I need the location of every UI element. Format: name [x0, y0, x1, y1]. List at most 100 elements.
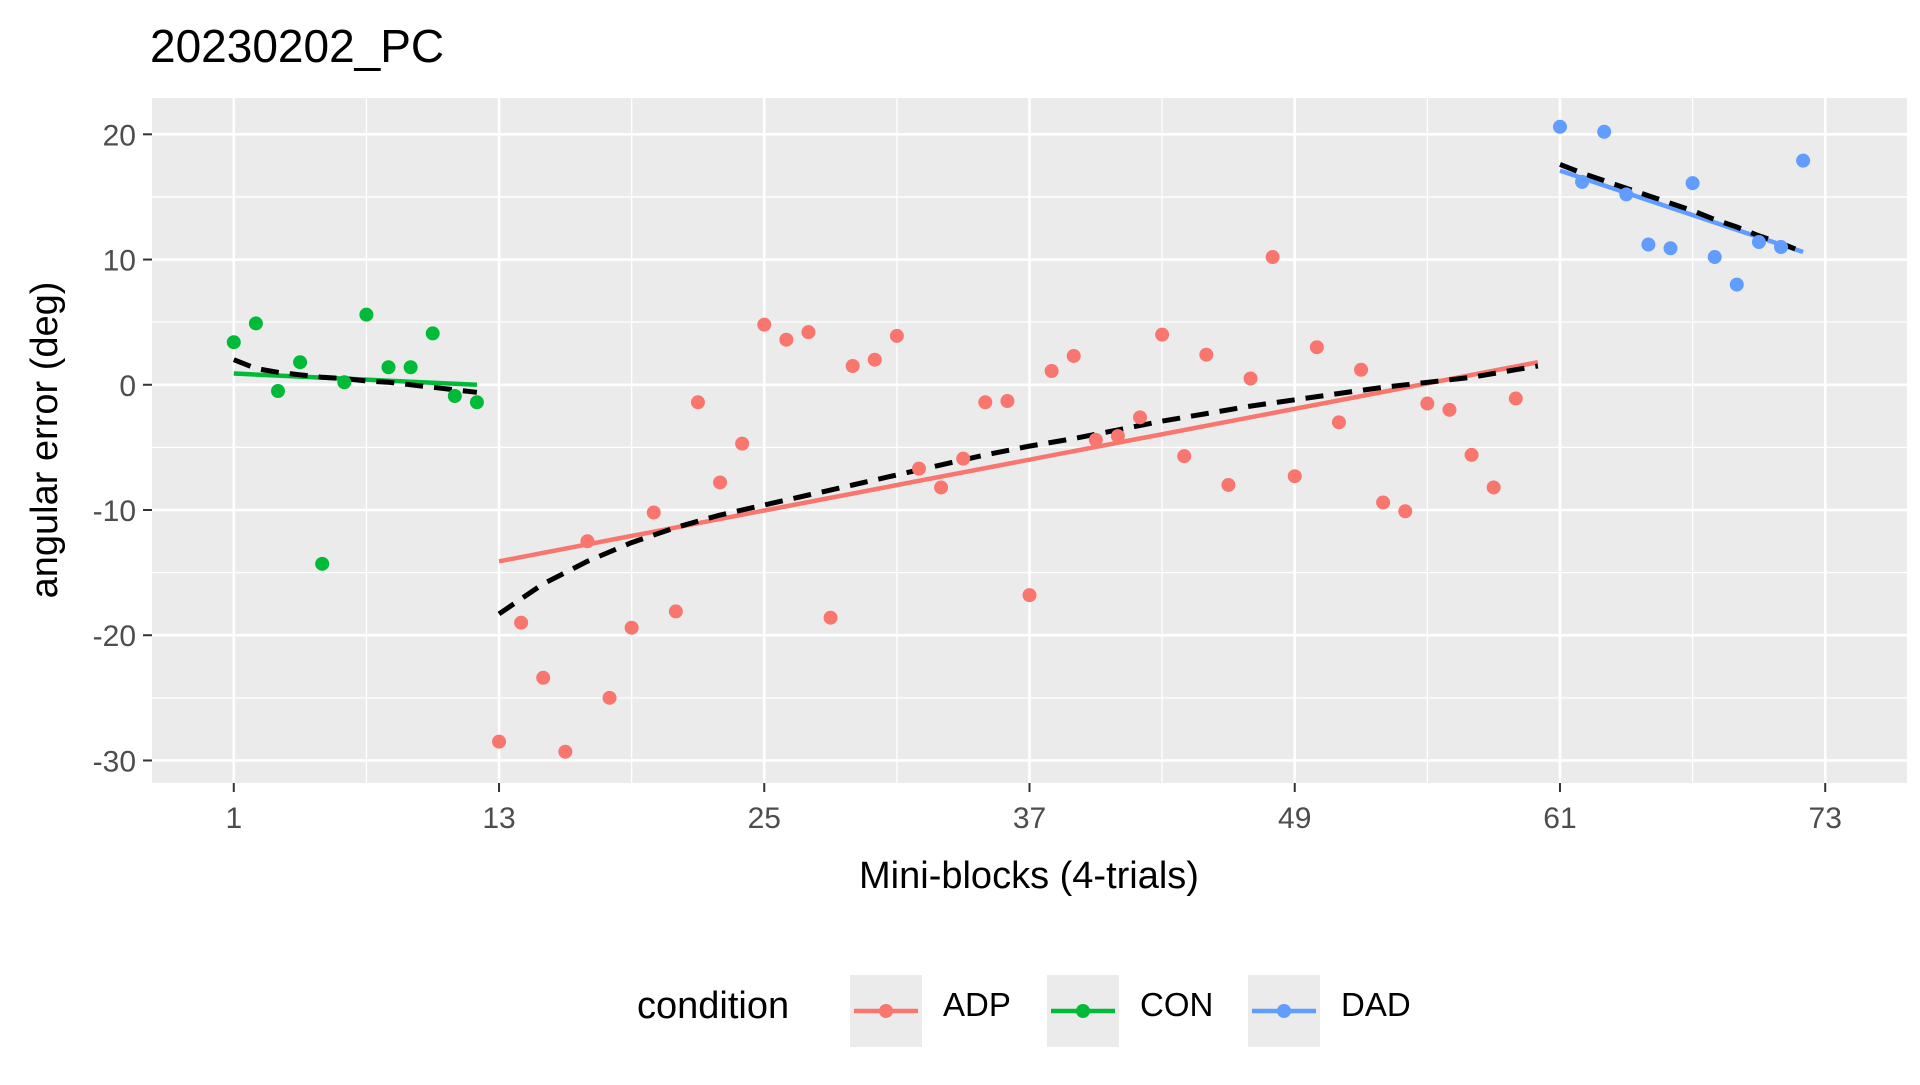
data-point-adp	[1110, 429, 1125, 444]
data-point-adp	[1133, 410, 1148, 425]
data-point-adp	[1088, 432, 1103, 447]
legend-point-adp	[879, 1004, 893, 1018]
data-point-con	[248, 316, 263, 331]
legend-point-con	[1076, 1004, 1090, 1018]
data-point-adp	[867, 352, 882, 367]
legend-label-adp: ADP	[943, 986, 1011, 1023]
x-tick-label: 1	[225, 802, 242, 835]
data-point-adp	[1000, 394, 1015, 409]
data-point-adp	[713, 475, 728, 490]
data-point-adp	[1398, 504, 1413, 519]
data-point-con	[425, 326, 440, 341]
smooth-trend-adp	[497, 363, 1539, 616]
data-point-con	[359, 307, 374, 322]
data-point-adp	[978, 395, 993, 410]
y-tick-label: 0	[119, 370, 136, 403]
data-point-adp	[1376, 495, 1391, 510]
data-point-con	[447, 389, 462, 404]
data-point-adp	[690, 395, 705, 410]
data-point-adp	[1464, 447, 1479, 462]
data-point-adp	[1044, 363, 1059, 378]
data-point-adp	[1221, 477, 1236, 492]
data-point-adp	[911, 461, 926, 476]
data-point-adp	[1243, 371, 1258, 386]
data-point-adp	[735, 436, 750, 451]
x-tick-label: 49	[1278, 802, 1311, 835]
data-point-con	[315, 556, 330, 571]
data-point-con	[403, 360, 418, 375]
data-point-adp	[492, 734, 507, 749]
y-tick-label: -20	[93, 620, 136, 653]
data-point-adp	[1066, 348, 1081, 363]
axis-layer: 1 13 25 37 49 61 73 20 10 0 -10 -20 -30	[93, 119, 1842, 835]
legend-label-dad: DAD	[1341, 986, 1411, 1023]
data-point-con	[270, 384, 285, 399]
data-point-adp	[1287, 469, 1302, 484]
fit-line-adp	[498, 360, 1539, 564]
data-point-adp	[934, 480, 949, 495]
data-point-adp	[757, 317, 772, 332]
data-point-adp	[514, 615, 529, 630]
data-point-adp	[1331, 415, 1346, 430]
y-tick-label: -30	[93, 745, 136, 778]
y-tick-label: 20	[103, 119, 136, 152]
data-point-dad	[1641, 237, 1656, 252]
x-tick-label: 61	[1543, 802, 1576, 835]
x-tick-label: 73	[1809, 802, 1842, 835]
data-point-dad	[1663, 241, 1678, 256]
data-point-adp	[1486, 480, 1501, 495]
y-tick-label: -10	[93, 495, 136, 528]
data-point-adp	[845, 358, 860, 373]
data-point-adp	[668, 604, 683, 619]
data-point-adp	[1354, 362, 1369, 377]
y-tick-label: 10	[103, 245, 136, 278]
chart-title: 20230202_PC	[150, 20, 444, 72]
data-point-dad	[1552, 119, 1567, 134]
smooth-trend-con	[232, 357, 478, 395]
data-point-adp	[1442, 402, 1457, 417]
data-point-adp	[1199, 347, 1214, 362]
legend: condition ADP CON DAD	[637, 975, 1411, 1047]
data-point-dad	[1597, 124, 1612, 139]
grid-layer	[152, 98, 1907, 783]
data-point-dad	[1796, 153, 1811, 168]
data-point-adp	[624, 620, 639, 635]
data-point-adp	[1508, 391, 1523, 406]
data-point-adp	[801, 325, 816, 340]
data-point-dad	[1685, 176, 1700, 191]
x-tick-label: 37	[1013, 802, 1046, 835]
data-point-adp	[1309, 340, 1324, 355]
data-point-adp	[1177, 449, 1192, 464]
data-point-dad	[1707, 250, 1722, 265]
data-point-adp	[1155, 327, 1170, 342]
data-point-adp	[558, 744, 573, 759]
x-tick-label: 13	[482, 802, 515, 835]
data-point-con	[226, 335, 241, 350]
data-point-dad	[1751, 235, 1766, 250]
data-point-adp	[956, 451, 971, 466]
data-point-adp	[823, 610, 838, 625]
x-tick-label: 25	[748, 802, 781, 835]
legend-title: condition	[637, 985, 789, 1027]
data-point-adp	[889, 328, 904, 343]
x-axis-title: Mini-blocks (4-trials)	[859, 855, 1199, 897]
data-point-adp	[580, 534, 595, 549]
data-point-dad	[1575, 174, 1590, 189]
data-point-adp	[646, 505, 661, 520]
data-point-adp	[1022, 588, 1037, 603]
data-point-dad	[1774, 240, 1789, 255]
data-point-adp	[1420, 396, 1435, 411]
data-point-con	[293, 355, 308, 370]
legend-label-con: CON	[1140, 986, 1213, 1023]
data-point-con	[469, 395, 484, 410]
data-point-dad	[1619, 187, 1634, 202]
point-layer	[226, 119, 1811, 759]
data-point-adp	[779, 332, 794, 347]
y-axis-title: angular error (deg)	[24, 282, 66, 599]
data-point-adp	[1265, 250, 1280, 265]
data-point-adp	[536, 670, 551, 685]
data-point-con	[381, 360, 396, 375]
data-point-dad	[1729, 277, 1744, 292]
